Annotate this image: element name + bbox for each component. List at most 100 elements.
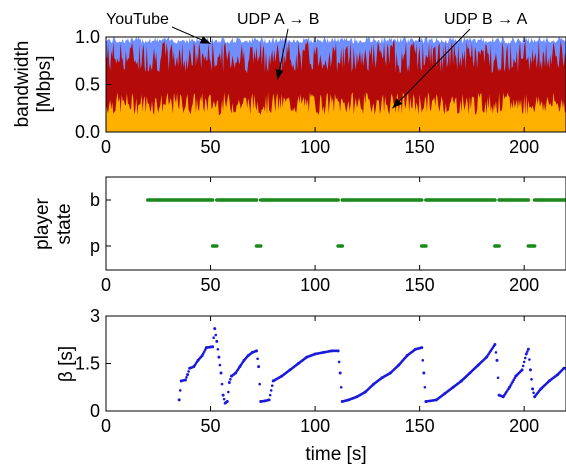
beta-point-interp bbox=[214, 333, 218, 337]
player-state-xtick-label: 200 bbox=[509, 275, 539, 295]
beta-point-interp bbox=[496, 376, 500, 380]
beta-point bbox=[177, 398, 181, 402]
beta-point bbox=[219, 371, 223, 375]
beta-point bbox=[336, 349, 340, 353]
beta-point bbox=[186, 373, 190, 377]
state-b-point bbox=[254, 198, 259, 202]
beta-point bbox=[420, 346, 424, 350]
beta-point-interp bbox=[532, 391, 535, 395]
state-p-point bbox=[215, 244, 219, 248]
beta-point bbox=[217, 355, 221, 359]
beta-point bbox=[528, 368, 532, 372]
beta-xtick-label: 100 bbox=[300, 416, 330, 436]
bandwidth-panel: 0 50 100 150 200 0.0 0.5 1.0 bandwidth [Mbps] Y… bbox=[12, 11, 566, 157]
beta-point-interp bbox=[178, 389, 182, 392]
beta-xtick-label: 150 bbox=[405, 416, 435, 436]
beta-point-interp bbox=[423, 385, 427, 389]
player-state-xtick-label: 100 bbox=[300, 275, 330, 295]
bandwidth-xtick-label: 150 bbox=[405, 137, 435, 157]
bandwidth-ylabel-line-1: bandwidth bbox=[12, 41, 33, 128]
beta-point-interp bbox=[202, 350, 206, 353]
beta-point-interp bbox=[530, 378, 533, 381]
beta-point bbox=[225, 400, 229, 403]
bandwidth-area-layer bbox=[106, 37, 566, 133]
beta-point bbox=[526, 347, 530, 351]
beta-ytick-label: 1.5 bbox=[75, 354, 100, 374]
beta-point-interp bbox=[269, 389, 273, 392]
bandwidth-ytick-label: 0.0 bbox=[75, 122, 100, 142]
beta-point bbox=[422, 371, 426, 375]
player-state-axes-frame bbox=[105, 176, 566, 271]
beta-point-interp bbox=[216, 347, 220, 351]
beta-axes-frame bbox=[105, 315, 566, 412]
beta-point bbox=[338, 371, 342, 375]
beta-point bbox=[531, 387, 535, 391]
beta-point-interp bbox=[187, 370, 190, 373]
annotation-arrow-head bbox=[392, 98, 403, 109]
beta-xtick-label: 200 bbox=[509, 416, 539, 436]
annotation-arrow-line bbox=[392, 28, 471, 109]
beta-point bbox=[211, 345, 215, 349]
beta-point bbox=[520, 368, 524, 372]
beta-point bbox=[227, 381, 231, 384]
beta-point-interp bbox=[201, 352, 205, 355]
beta-panel: 0 50 100 150 200 0 1.5 3 β [s] time [s] bbox=[56, 306, 566, 465]
beta-point-interp bbox=[218, 363, 222, 367]
state-b-point bbox=[526, 198, 531, 202]
beta-ytick-label: 0 bbox=[90, 401, 100, 421]
beta-points bbox=[177, 327, 566, 405]
annotation-youtube: YouTube bbox=[106, 11, 169, 28]
state-b-point bbox=[336, 198, 340, 202]
beta-point-interp bbox=[212, 336, 215, 339]
state-p-point bbox=[258, 244, 263, 248]
beta-point-interp bbox=[522, 360, 526, 364]
beta-point bbox=[255, 349, 259, 353]
bandwidth-xtick-label: 200 bbox=[509, 137, 539, 157]
beta-point-interp bbox=[339, 385, 343, 389]
beta-point-interp bbox=[185, 375, 188, 379]
annotation-udp-a-b: UDP A → B bbox=[237, 11, 319, 28]
bandwidth-xtick-label: 0 bbox=[101, 137, 111, 157]
beta-point-interp bbox=[256, 357, 259, 361]
player-state-ytick-label: p bbox=[90, 236, 100, 256]
beta-point bbox=[524, 352, 528, 356]
bandwidth-xtick-label: 50 bbox=[201, 137, 221, 157]
beta-point-interp bbox=[421, 359, 425, 362]
beta-point-interp bbox=[227, 390, 230, 394]
beta-point-interp bbox=[220, 382, 224, 386]
bandwidth-ytick-label: 1.0 bbox=[75, 27, 100, 47]
player-state-marks bbox=[146, 198, 566, 248]
beta-point-interp bbox=[258, 382, 261, 386]
state-p-point bbox=[497, 244, 501, 248]
beta-point-interp bbox=[337, 360, 341, 364]
annotation-arrow-head bbox=[199, 36, 211, 44]
bandwidth-ylabel-line-2: [Mbps] bbox=[34, 55, 55, 112]
area-series-1 bbox=[106, 92, 566, 132]
beta-point-interp bbox=[494, 351, 498, 354]
beta-point-interp bbox=[528, 358, 531, 361]
state-p-point bbox=[532, 244, 537, 248]
player-state-xtick-label: 150 bbox=[405, 275, 435, 295]
beta-point-interp bbox=[222, 397, 226, 401]
beta-point bbox=[215, 339, 219, 343]
beta-point-interp bbox=[229, 378, 232, 381]
beta-point bbox=[493, 343, 497, 346]
state-b-point bbox=[210, 198, 215, 202]
annotation-arrow-head bbox=[275, 69, 284, 80]
annotation-udp-b-a: UDP B → A bbox=[444, 11, 528, 28]
bandwidth-annotations: YouTube UDP A → B UDP B → A bbox=[106, 11, 528, 109]
state-b-point bbox=[493, 198, 497, 202]
state-p-point bbox=[424, 244, 428, 248]
beta-ytick-label: 3 bbox=[90, 306, 100, 326]
state-p-point bbox=[340, 244, 345, 248]
beta-point bbox=[221, 393, 225, 397]
beta-point bbox=[257, 365, 261, 369]
bandwidth-ytick-label: 0.5 bbox=[75, 75, 100, 95]
beta-point bbox=[183, 378, 187, 382]
player-state-xtick-label: 50 bbox=[201, 275, 221, 295]
beta-point-interp bbox=[523, 356, 527, 360]
beta-xlabel: time [s] bbox=[305, 444, 366, 465]
player-state-xtick-label: 0 bbox=[101, 275, 111, 295]
beta-xtick-label: 0 bbox=[101, 416, 111, 436]
